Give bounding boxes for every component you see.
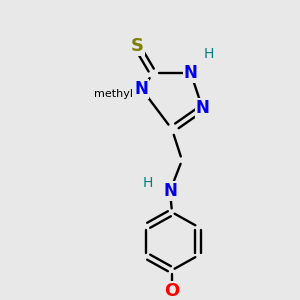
Text: S: S <box>131 38 144 56</box>
Text: N: N <box>184 64 198 82</box>
Text: N: N <box>196 99 209 117</box>
Text: H: H <box>204 47 214 61</box>
Text: O: O <box>164 282 180 300</box>
Text: N: N <box>135 80 148 98</box>
Text: H: H <box>143 176 153 190</box>
Text: N: N <box>163 182 177 200</box>
Text: methyl: methyl <box>94 89 133 99</box>
